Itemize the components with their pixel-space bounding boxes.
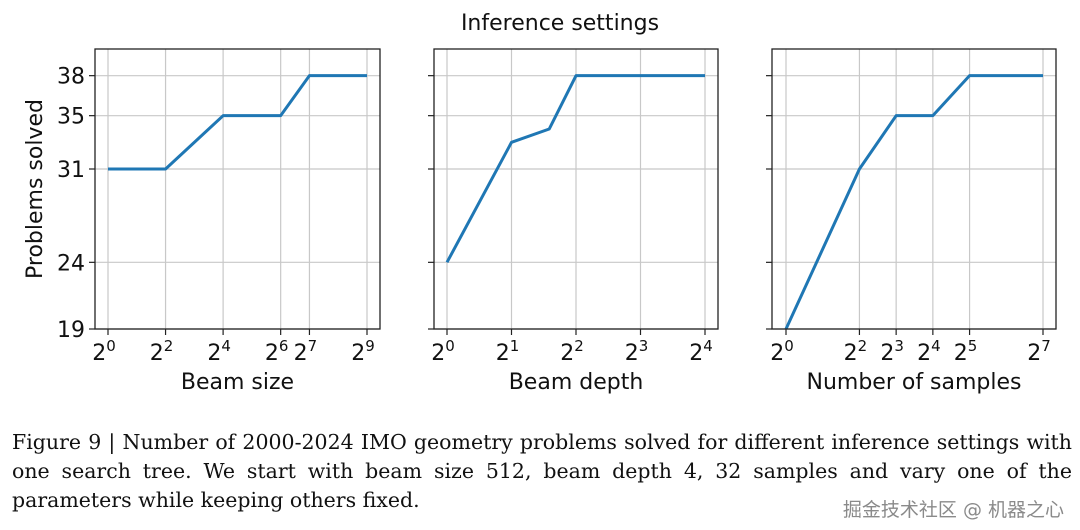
x-tick-label: 27 [1027,337,1051,366]
x-tick-exponent: 0 [106,337,116,355]
series-line [784,74,1043,330]
x-tick-exponent: 2 [164,337,174,355]
figure-title: Inference settings [461,11,659,36]
x-axis-label: Beam depth [509,370,644,395]
series-line [445,74,705,264]
x-tick-exponent: 7 [308,337,318,355]
x-tick-label: 22 [150,337,174,366]
x-tick-label: 24 [207,337,231,366]
x-tick-label: 29 [351,337,375,366]
watermark: 掘金技术社区 @ 机器之心 [842,495,1064,522]
x-tick-exponent: 4 [703,337,713,355]
x-tick-label: 20 [770,337,794,366]
x-tick-label: 25 [954,337,978,366]
y-tick-label: 38 [57,65,85,90]
y-tick-label: 35 [57,105,85,130]
x-tick-label: 27 [294,337,318,366]
x-tick-label: 21 [496,337,520,366]
x-tick-exponent: 3 [639,337,649,355]
y-tick-label: 24 [57,251,85,276]
x-tick-exponent: 3 [894,337,904,355]
x-tick-label: 24 [689,337,713,366]
x-tick-exponent: 0 [445,337,455,355]
x-tick-exponent: 4 [931,337,941,355]
x-tick-exponent: 0 [784,337,794,355]
series-line [108,74,367,171]
y-tick-label: 31 [57,158,85,183]
x-tick-label: 23 [625,337,649,366]
axes-frame [771,48,1057,330]
x-tick-label: 22 [844,337,868,366]
x-tick-exponent: 7 [1041,337,1051,355]
x-tick-exponent: 5 [968,337,978,355]
x-tick-exponent: 4 [221,337,231,355]
x-tick-exponent: 2 [858,337,868,355]
x-tick-exponent: 2 [574,337,584,355]
x-axis-label: Beam size [181,370,294,395]
x-tick-label: 22 [560,337,584,366]
x-tick-label: 23 [880,337,904,366]
x-tick-label: 20 [431,337,455,366]
figure: Inference settings Problems solved 20 22 2… [23,11,1057,395]
y-tick-label: 19 [57,318,85,343]
x-tick-label: 24 [917,337,941,366]
x-tick-exponent: 9 [365,337,375,355]
x-axis-label: Number of samples [806,370,1021,395]
x-tick-label: 26 [265,337,289,366]
y-axis-label: Problems solved [23,99,48,279]
x-tick-exponent: 6 [279,337,289,355]
axes-frame [94,48,381,330]
figure-caption: Figure 9 | Number of 2000-2024 IMO geome… [12,430,1072,512]
x-tick-exponent: 1 [510,337,520,355]
x-tick-label: 20 [92,337,116,366]
